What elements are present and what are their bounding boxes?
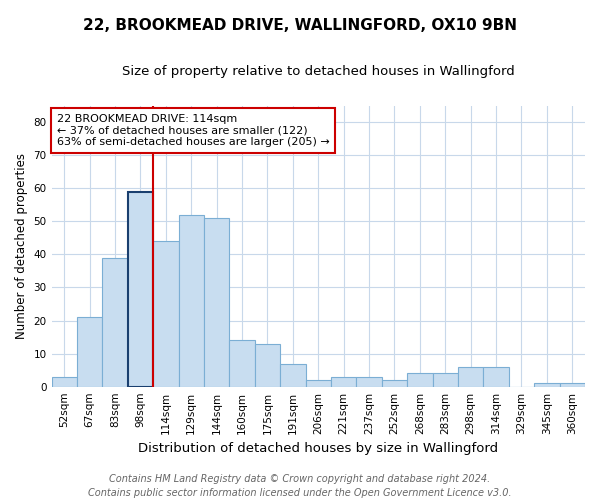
Bar [229, 340, 255, 386]
Bar [534, 384, 560, 386]
Title: Size of property relative to detached houses in Wallingford: Size of property relative to detached ho… [122, 65, 515, 78]
Bar [52, 377, 77, 386]
Bar [103, 258, 128, 386]
Bar [179, 214, 204, 386]
Bar [560, 384, 585, 386]
Text: 22, BROOKMEAD DRIVE, WALLINGFORD, OX10 9BN: 22, BROOKMEAD DRIVE, WALLINGFORD, OX10 9… [83, 18, 517, 32]
Bar [458, 367, 484, 386]
Bar [407, 374, 433, 386]
Bar [356, 377, 382, 386]
X-axis label: Distribution of detached houses by size in Wallingford: Distribution of detached houses by size … [138, 442, 499, 455]
Bar [331, 377, 356, 386]
Bar [433, 374, 458, 386]
Text: Contains HM Land Registry data © Crown copyright and database right 2024.
Contai: Contains HM Land Registry data © Crown c… [88, 474, 512, 498]
Bar [77, 317, 103, 386]
Bar [255, 344, 280, 386]
Bar [204, 218, 229, 386]
Bar [128, 192, 153, 386]
Bar [305, 380, 331, 386]
Bar [280, 364, 305, 386]
Y-axis label: Number of detached properties: Number of detached properties [15, 153, 28, 339]
Bar [484, 367, 509, 386]
Bar [153, 241, 179, 386]
Text: 22 BROOKMEAD DRIVE: 114sqm
← 37% of detached houses are smaller (122)
63% of sem: 22 BROOKMEAD DRIVE: 114sqm ← 37% of deta… [57, 114, 329, 147]
Bar [382, 380, 407, 386]
